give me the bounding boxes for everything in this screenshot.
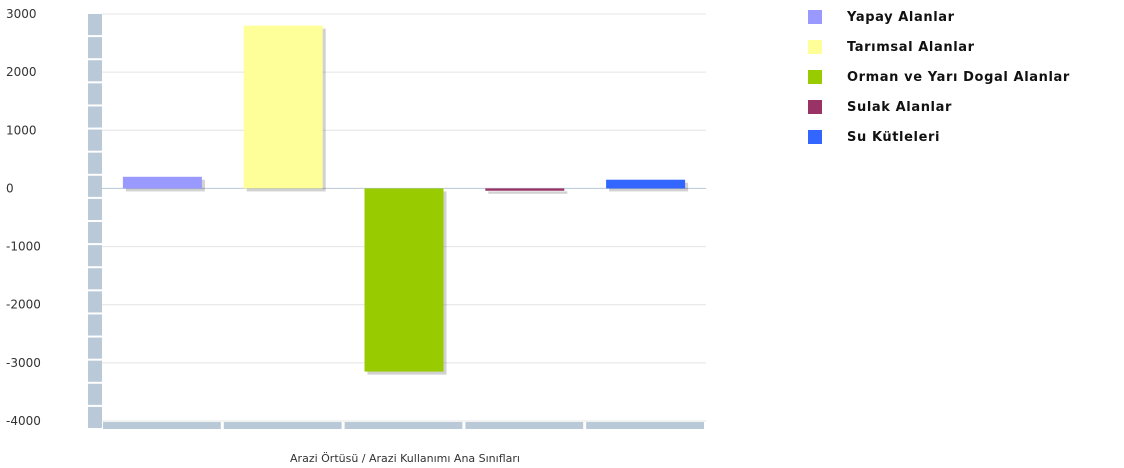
y-tick-label: 0 bbox=[6, 181, 14, 195]
left-wall-segment bbox=[88, 383, 102, 405]
left-wall-segment bbox=[88, 222, 102, 244]
left-wall-segment bbox=[88, 60, 102, 82]
y-tick-label: 1000 bbox=[6, 123, 37, 137]
y-axis-ticks: 3000 2000 1000 0 -1000 -2000 -3000 -4000 bbox=[6, 7, 41, 428]
bar-chart: 3000 2000 1000 0 -1000 -2000 -3000 -4000 Arazi … bbox=[6, 7, 706, 465]
legend-swatch bbox=[808, 130, 822, 144]
legend-label: Sulak Alanlar bbox=[847, 99, 953, 115]
bar[interactable] bbox=[122, 176, 202, 189]
bar[interactable] bbox=[606, 179, 686, 189]
bar[interactable] bbox=[243, 25, 323, 189]
left-wall-segment bbox=[88, 129, 102, 151]
floor-segment bbox=[586, 422, 704, 429]
legend-swatch bbox=[808, 40, 822, 54]
legend-label: Orman ve Yarı Dogal Alanlar bbox=[847, 69, 1070, 85]
left-wall-segment bbox=[88, 360, 102, 382]
left-wall-segment bbox=[88, 198, 102, 220]
legend: Yapay Alanlar Tarımsal Alanlar Orman ve Ya… bbox=[808, 8, 1070, 158]
bar[interactable] bbox=[485, 188, 565, 191]
floor-segment bbox=[103, 422, 221, 429]
bars bbox=[122, 25, 689, 375]
left-wall-segment bbox=[88, 175, 102, 197]
y-tick-label: -3000 bbox=[6, 356, 41, 370]
left-wall-segment bbox=[88, 14, 102, 36]
floor-segment bbox=[344, 422, 463, 429]
floor-segment bbox=[223, 422, 342, 429]
legend-item[interactable]: Sulak Alanlar bbox=[808, 98, 1070, 116]
floor-segment bbox=[465, 422, 584, 429]
chart-walls bbox=[88, 14, 704, 429]
legend-label: Yapay Alanlar bbox=[847, 9, 955, 25]
left-wall-segment bbox=[88, 337, 102, 359]
left-wall-segment bbox=[88, 152, 102, 174]
y-tick-label: -4000 bbox=[6, 414, 41, 428]
left-wall-segment bbox=[88, 314, 102, 336]
bar[interactable] bbox=[364, 188, 444, 372]
y-tick-label: 2000 bbox=[6, 65, 37, 79]
legend-swatch bbox=[808, 70, 822, 84]
y-tick-label: -1000 bbox=[6, 240, 41, 254]
legend-label: Su Kütleleri bbox=[847, 129, 941, 145]
legend-swatch bbox=[808, 10, 822, 24]
left-wall-segment bbox=[88, 106, 102, 128]
left-wall-segment bbox=[88, 406, 102, 428]
legend-swatch bbox=[808, 100, 822, 114]
left-wall-segment bbox=[88, 37, 102, 59]
legend-item[interactable]: Yapay Alanlar bbox=[808, 8, 1070, 26]
bar-shadow bbox=[488, 191, 568, 194]
legend-item[interactable]: Tarımsal Alanlar bbox=[808, 38, 1070, 56]
left-wall-segment bbox=[88, 291, 102, 313]
legend-item[interactable]: Orman ve Yarı Dogal Alanlar bbox=[808, 68, 1070, 86]
y-tick-label: -2000 bbox=[6, 298, 41, 312]
left-wall-segment bbox=[88, 268, 102, 290]
left-wall-segment bbox=[88, 83, 102, 105]
left-wall-segment bbox=[88, 245, 102, 267]
x-axis-title: Arazi Örtüsü / Arazi Kullanımı Ana Sınıf… bbox=[290, 452, 520, 465]
legend-item[interactable]: Su Kütleleri bbox=[808, 128, 1070, 146]
y-tick-label: 3000 bbox=[6, 7, 37, 21]
legend-label: Tarımsal Alanlar bbox=[847, 39, 975, 55]
